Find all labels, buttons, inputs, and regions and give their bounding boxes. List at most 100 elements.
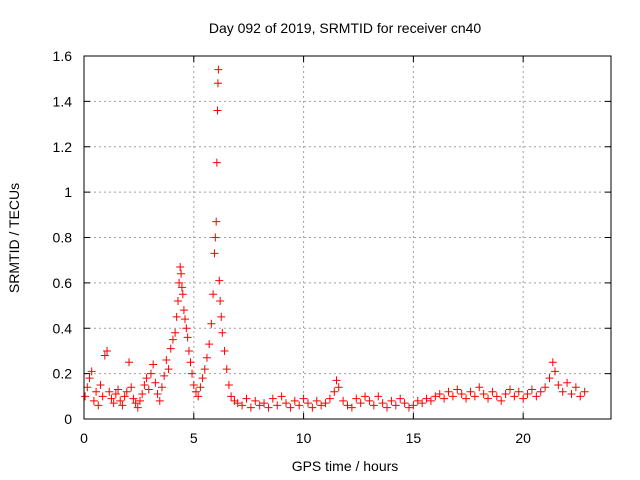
- data-point: [175, 278, 184, 287]
- data-point: [295, 401, 304, 410]
- data-point: [383, 403, 392, 412]
- data-point: [286, 403, 295, 412]
- data-point: [116, 396, 125, 405]
- data-point: [85, 374, 94, 383]
- y-tick-label: 1: [64, 184, 72, 200]
- data-point: [212, 158, 221, 167]
- data-point: [396, 394, 405, 403]
- data-point: [94, 401, 103, 410]
- data-point: [400, 399, 409, 408]
- data-point: [519, 394, 528, 403]
- data-point: [114, 385, 123, 394]
- data-point: [492, 392, 501, 401]
- data-point: [343, 401, 352, 410]
- data-point: [365, 396, 374, 405]
- data-point: [548, 358, 557, 367]
- data-point: [191, 387, 200, 396]
- y-tick-label: 1.6: [53, 48, 73, 64]
- data-point: [155, 396, 164, 405]
- data-point: [118, 401, 127, 410]
- data-point: [182, 324, 191, 333]
- y-tick-label: 1.4: [53, 93, 73, 109]
- data-point: [563, 378, 572, 387]
- data-point: [571, 383, 580, 392]
- data-point: [444, 387, 453, 396]
- data-point: [466, 387, 475, 396]
- data-point: [103, 346, 112, 355]
- data-point: [497, 396, 506, 405]
- data-point: [352, 394, 361, 403]
- data-point: [484, 394, 493, 403]
- data-point: [144, 385, 153, 394]
- data-point: [153, 390, 162, 399]
- data-point: [321, 399, 330, 408]
- data-point: [92, 387, 101, 396]
- data-point: [140, 380, 149, 389]
- data-point: [125, 358, 134, 367]
- chart-title: Day 092 of 2019, SRMTID for receiver cn4…: [209, 20, 482, 36]
- data-point: [189, 380, 198, 389]
- data-point: [339, 396, 348, 405]
- x-tick-label: 15: [406, 430, 422, 446]
- data-point: [523, 390, 532, 399]
- data-point: [198, 374, 207, 383]
- data-point: [83, 383, 92, 392]
- data-point: [207, 319, 216, 328]
- data-point: [200, 365, 209, 374]
- data-point: [457, 390, 466, 399]
- data-point: [580, 387, 589, 396]
- data-point: [431, 392, 440, 401]
- y-tick-label: 0.2: [53, 366, 73, 382]
- data-point: [246, 403, 255, 412]
- data-point: [184, 346, 193, 355]
- data-point: [330, 387, 339, 396]
- data-point: [216, 297, 225, 306]
- data-point: [209, 290, 218, 299]
- x-tick-label: 20: [515, 430, 531, 446]
- data-point: [81, 392, 90, 401]
- data-point: [334, 383, 343, 392]
- data-point: [545, 374, 554, 383]
- data-point: [164, 365, 173, 374]
- data-point: [361, 392, 370, 401]
- data-point: [277, 392, 286, 401]
- x-axis: 0 5 10 15 20: [80, 56, 531, 446]
- x-tick-label: 0: [80, 430, 88, 446]
- data-point: [435, 390, 444, 399]
- grid-lines: [84, 56, 611, 419]
- data-point: [173, 297, 182, 306]
- data-point: [131, 399, 140, 408]
- data-point: [151, 378, 160, 387]
- data-point: [282, 399, 291, 408]
- data-point: [268, 394, 277, 403]
- data-point: [157, 383, 166, 392]
- data-point: [426, 396, 435, 405]
- data-point: [413, 396, 422, 405]
- data-point: [475, 383, 484, 392]
- data-point: [135, 396, 144, 405]
- data-point: [202, 353, 211, 362]
- y-tick-label: 0: [64, 411, 72, 427]
- data-point: [238, 401, 247, 410]
- data-point: [273, 401, 282, 410]
- data-point: [224, 380, 233, 389]
- data-point: [576, 392, 585, 401]
- data-point: [176, 262, 185, 271]
- data-point: [111, 390, 120, 399]
- data-point: [213, 106, 222, 115]
- data-point: [188, 369, 197, 378]
- data-point: [213, 79, 222, 88]
- data-point: [215, 276, 224, 285]
- data-point: [120, 392, 129, 401]
- data-point: [181, 315, 190, 324]
- data-point: [541, 383, 550, 392]
- data-point: [100, 351, 109, 360]
- data-point: [391, 401, 400, 410]
- data-point: [387, 396, 396, 405]
- data-point: [453, 385, 462, 394]
- data-point: [98, 392, 107, 401]
- data-point: [149, 360, 158, 369]
- data-point: [567, 390, 576, 399]
- data-point: [212, 217, 221, 226]
